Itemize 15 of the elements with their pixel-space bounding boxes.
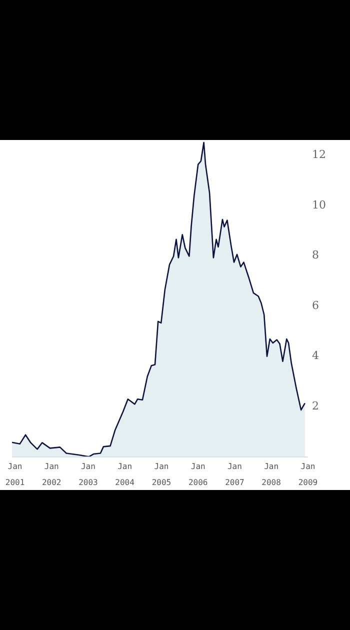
y-tick-label: 2 bbox=[312, 400, 319, 413]
y-tick-label: 12 bbox=[312, 148, 326, 161]
x-tick-label: Jan 2001 bbox=[5, 462, 25, 487]
y-tick-label: 6 bbox=[312, 298, 319, 312]
x-tick-label: Jan 2009 bbox=[298, 462, 318, 487]
x-tick-label: Jan 2002 bbox=[42, 462, 62, 487]
x-tick-label: Jan 2004 bbox=[115, 462, 135, 487]
y-tick-label: 4 bbox=[312, 349, 319, 362]
y-tick-label: 10 bbox=[312, 198, 326, 212]
x-tick-label: Jan 2007 bbox=[225, 462, 245, 487]
x-tick-label: Jan 2005 bbox=[152, 462, 172, 487]
x-tick-label: Jan 2003 bbox=[78, 462, 98, 487]
x-tick-label: Jan 2006 bbox=[188, 462, 208, 487]
x-tick-label: Jan 2008 bbox=[262, 462, 282, 487]
y-tick-label: 8 bbox=[312, 248, 319, 262]
